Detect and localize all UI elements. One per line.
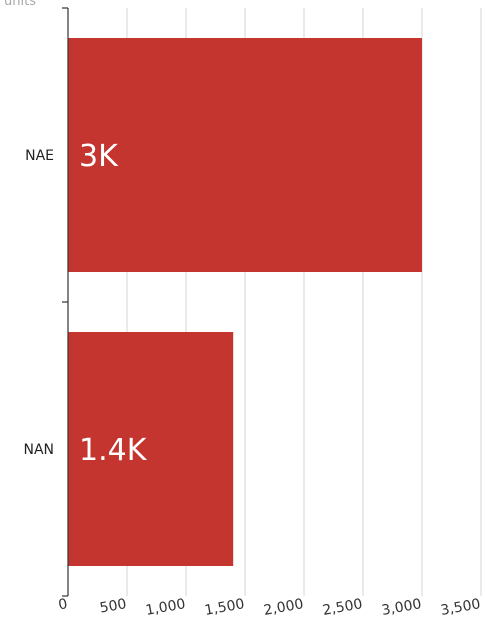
bars <box>68 38 422 566</box>
bar-nae <box>68 38 422 272</box>
x-tick-label-500: 500 <box>99 596 128 616</box>
x-tick-label-1000: 1,000 <box>144 596 186 619</box>
value-label-nae: 3K <box>79 139 119 174</box>
axes <box>62 7 69 597</box>
x-tick-label-2500: 2,500 <box>321 596 363 619</box>
x-tick-label-3500: 3,500 <box>439 596 481 619</box>
bar-nan <box>68 332 234 566</box>
x-tick-label-2000: 2,000 <box>262 596 304 619</box>
category-label-nae: NAE <box>25 148 54 164</box>
x-tick-label-3000: 3,000 <box>380 596 422 619</box>
labels: 3K NAE 1.4K NAN 0 500 1,000 1,500 2,000 2,500 3,00… <box>23 139 481 619</box>
category-label-nan: NAN <box>23 442 54 458</box>
x-tick-label-0: 0 <box>57 596 69 613</box>
y-unit-label: units <box>4 0 36 9</box>
x-tick-label-1500: 1,500 <box>203 596 245 619</box>
value-label-nan: 1.4K <box>79 433 148 468</box>
